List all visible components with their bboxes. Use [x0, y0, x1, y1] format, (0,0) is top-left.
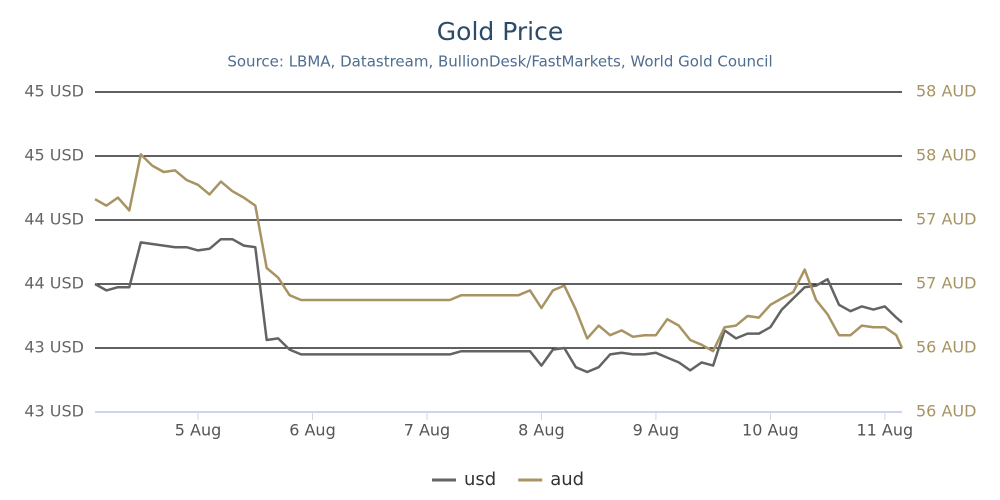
y-tick-label: 43 USD [24, 338, 84, 357]
chart-subtitle: Source: LBMA, Datastream, BullionDesk/Fa… [227, 53, 772, 71]
y-tick-label: 44 USD [24, 274, 84, 293]
x-tick-label: 9 Aug [633, 421, 680, 440]
y-tick-label: 45 USD [24, 146, 84, 165]
x-tick-label: 10 Aug [742, 421, 799, 440]
y2-tick-label: 56 AUD [916, 338, 976, 357]
x-tick-label: 5 Aug [175, 421, 222, 440]
chart-title: Gold Price [437, 17, 563, 46]
x-tick-label: 8 Aug [518, 421, 565, 440]
line-aud [94, 153, 904, 353]
legend-label: usd [464, 469, 496, 490]
line-usd [94, 237, 903, 374]
y-tick-label: 43 USD [24, 402, 84, 421]
y-tick-label: 45 USD [24, 82, 84, 101]
y2-tick-label: 58 AUD [916, 82, 976, 101]
y2-tick-label: 58 AUD [916, 146, 976, 165]
y-tick-label: 44 USD [24, 210, 84, 229]
y2-tick-label: 57 AUD [916, 274, 976, 293]
x-tick-label: 7 Aug [404, 421, 451, 440]
y2-tick-label: 56 AUD [916, 402, 976, 421]
y2-tick-label: 57 AUD [916, 210, 976, 229]
x-tick-label: 11 Aug [856, 421, 913, 440]
x-tick-label: 6 Aug [289, 421, 336, 440]
legend-label: aud [550, 469, 584, 490]
